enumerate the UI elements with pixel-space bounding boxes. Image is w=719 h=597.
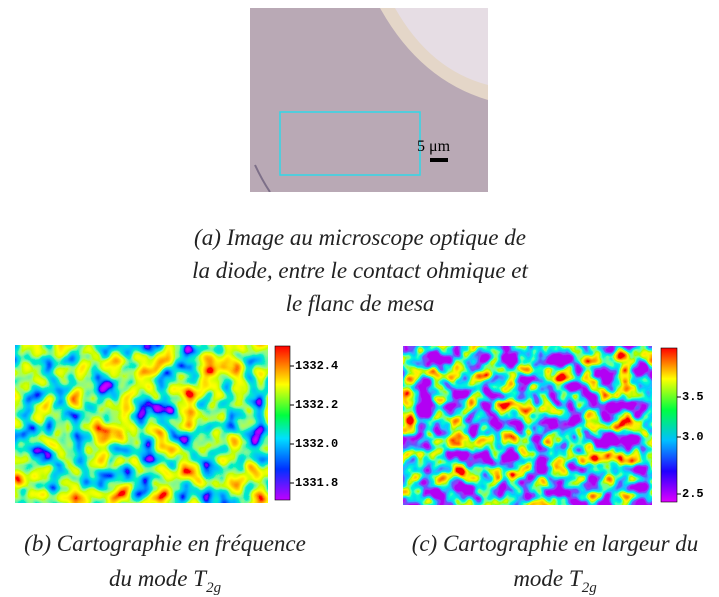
caption-line: (c) Cartographie en largeur du — [412, 531, 699, 556]
colorbar — [274, 345, 291, 501]
subscript: 2g — [206, 580, 222, 596]
heatmap — [15, 345, 268, 503]
tick-label: 1332.4 — [295, 359, 338, 373]
micrograph: 5 μm — [250, 8, 488, 192]
subscript: 2g — [582, 580, 598, 596]
tick-label: 1331.8 — [295, 476, 338, 490]
tick-label: 3.5 — [682, 390, 704, 404]
tick-label: 1332.0 — [295, 437, 338, 451]
tick-label: 1332.2 — [295, 398, 338, 412]
caption-line: le flanc de mesa — [286, 291, 435, 316]
colorbar-ticks: 1332.4 1332.2 1332.0 1331.8 3.5 3.0 2.5 — [290, 359, 704, 501]
caption-line: du mode T2g — [109, 566, 222, 596]
caption-line: la diode, entre le contact ohmique et — [192, 258, 528, 283]
tick-label: 2.5 — [682, 487, 704, 501]
caption-line: du mode T — [109, 566, 208, 591]
tick-label: 3.0 — [682, 430, 704, 444]
heatmap — [403, 346, 652, 505]
scale-label: 5 μm — [417, 138, 451, 155]
caption-line: mode T2g — [513, 566, 597, 596]
caption-c: (c) Cartographie en largeur du mode T2g — [412, 531, 699, 596]
caption-line: (b) Cartographie en fréquence — [24, 531, 306, 556]
caption-line: (a) Image au microscope optique de — [194, 225, 526, 250]
caption-b: (b) Cartographie en fréquence du mode T2… — [24, 531, 306, 596]
colorbar — [660, 347, 678, 503]
caption-a: (a) Image au microscope optique de la di… — [192, 225, 528, 316]
caption-line: mode T — [513, 566, 584, 591]
scale-bar — [430, 158, 448, 162]
